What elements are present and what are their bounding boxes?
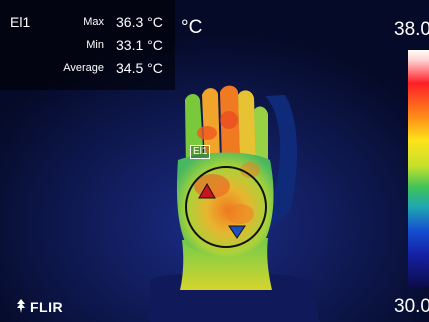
brand-logo: FLIR [16,299,63,315]
measurement-ellipse[interactable] [185,166,267,248]
brand-name: FLIR [30,299,64,315]
flir-logo-icon [17,299,25,313]
temperature-unit: °C [181,17,203,38]
color-scale-bar [408,50,429,287]
min-value: 33.1 °C [116,37,163,53]
measurement-panel: El1 Max 36.3 °C Min 33.1 °C Average 34.5… [0,0,175,90]
max-marker-icon [198,182,216,199]
scale-min-value: 30.0 [394,296,429,317]
average-value: 34.5 °C [116,60,163,76]
measurement-id: El1 [10,14,31,30]
max-value: 36.3 °C [116,14,163,30]
max-label: Max [83,16,104,28]
spot-label: El1 [190,145,211,159]
average-label: Average [63,62,104,74]
min-marker-icon [228,225,246,239]
min-label: Min [86,39,104,51]
scale-max-value: 38.0 [394,19,429,40]
